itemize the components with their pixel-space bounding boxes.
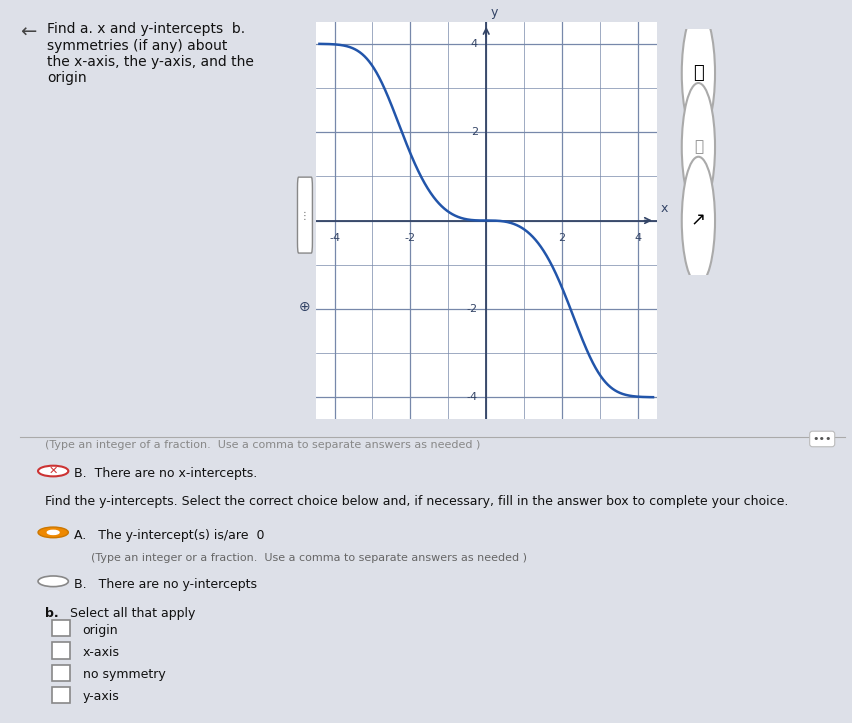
Text: ⋮: ⋮: [300, 211, 309, 221]
Text: (Type an integer of a fraction.  Use a comma to separate answers as needed ): (Type an integer of a fraction. Use a co…: [44, 440, 480, 450]
Text: x-axis: x-axis: [83, 646, 119, 659]
Circle shape: [38, 466, 68, 476]
Circle shape: [38, 527, 68, 538]
Text: -2: -2: [405, 233, 416, 243]
Text: Select all that apply: Select all that apply: [66, 607, 195, 620]
Text: ⊕: ⊕: [299, 300, 310, 315]
Text: Find the y-intercepts. Select the correct choice below and, if necessary, fill i: Find the y-intercepts. Select the correc…: [44, 495, 787, 508]
FancyBboxPatch shape: [51, 620, 70, 636]
Text: -2: -2: [466, 304, 477, 314]
Text: ✕: ✕: [49, 466, 58, 476]
Text: x: x: [659, 202, 667, 215]
Text: y: y: [490, 7, 498, 20]
Text: 4: 4: [470, 39, 477, 48]
FancyBboxPatch shape: [51, 642, 70, 659]
Text: B.   There are no y-intercepts: B. There are no y-intercepts: [74, 578, 257, 591]
Text: 🔍: 🔍: [692, 64, 703, 82]
Text: b.: b.: [44, 607, 58, 620]
Text: -4: -4: [466, 393, 477, 402]
Text: no symmetry: no symmetry: [83, 668, 165, 681]
FancyBboxPatch shape: [297, 177, 312, 253]
Text: -4: -4: [329, 233, 340, 243]
Text: ←: ←: [20, 22, 37, 41]
Text: y-axis: y-axis: [83, 690, 119, 703]
Text: (Type an integer or a fraction.  Use a comma to separate answers as needed ): (Type an integer or a fraction. Use a co…: [91, 552, 527, 562]
Circle shape: [681, 157, 714, 285]
Text: 4: 4: [634, 233, 641, 243]
FancyBboxPatch shape: [51, 687, 70, 703]
Circle shape: [681, 9, 714, 137]
Circle shape: [47, 531, 59, 534]
Text: 2: 2: [470, 127, 477, 137]
Text: ↗: ↗: [690, 212, 705, 230]
Text: B.  There are no x-intercepts.: B. There are no x-intercepts.: [74, 466, 257, 479]
Text: A.   The y-intercept(s) is/are  0: A. The y-intercept(s) is/are 0: [74, 529, 264, 542]
Circle shape: [38, 576, 68, 586]
Text: Find a. x and y-intercepts  b.
symmetries (if any) about
the x-axis, the y-axis,: Find a. x and y-intercepts b. symmetries…: [47, 22, 254, 85]
Text: •••: •••: [811, 434, 831, 444]
Circle shape: [681, 83, 714, 211]
FancyBboxPatch shape: [51, 664, 70, 681]
Text: 2: 2: [558, 233, 565, 243]
Text: 🔍: 🔍: [693, 140, 702, 155]
Text: origin: origin: [83, 624, 118, 637]
